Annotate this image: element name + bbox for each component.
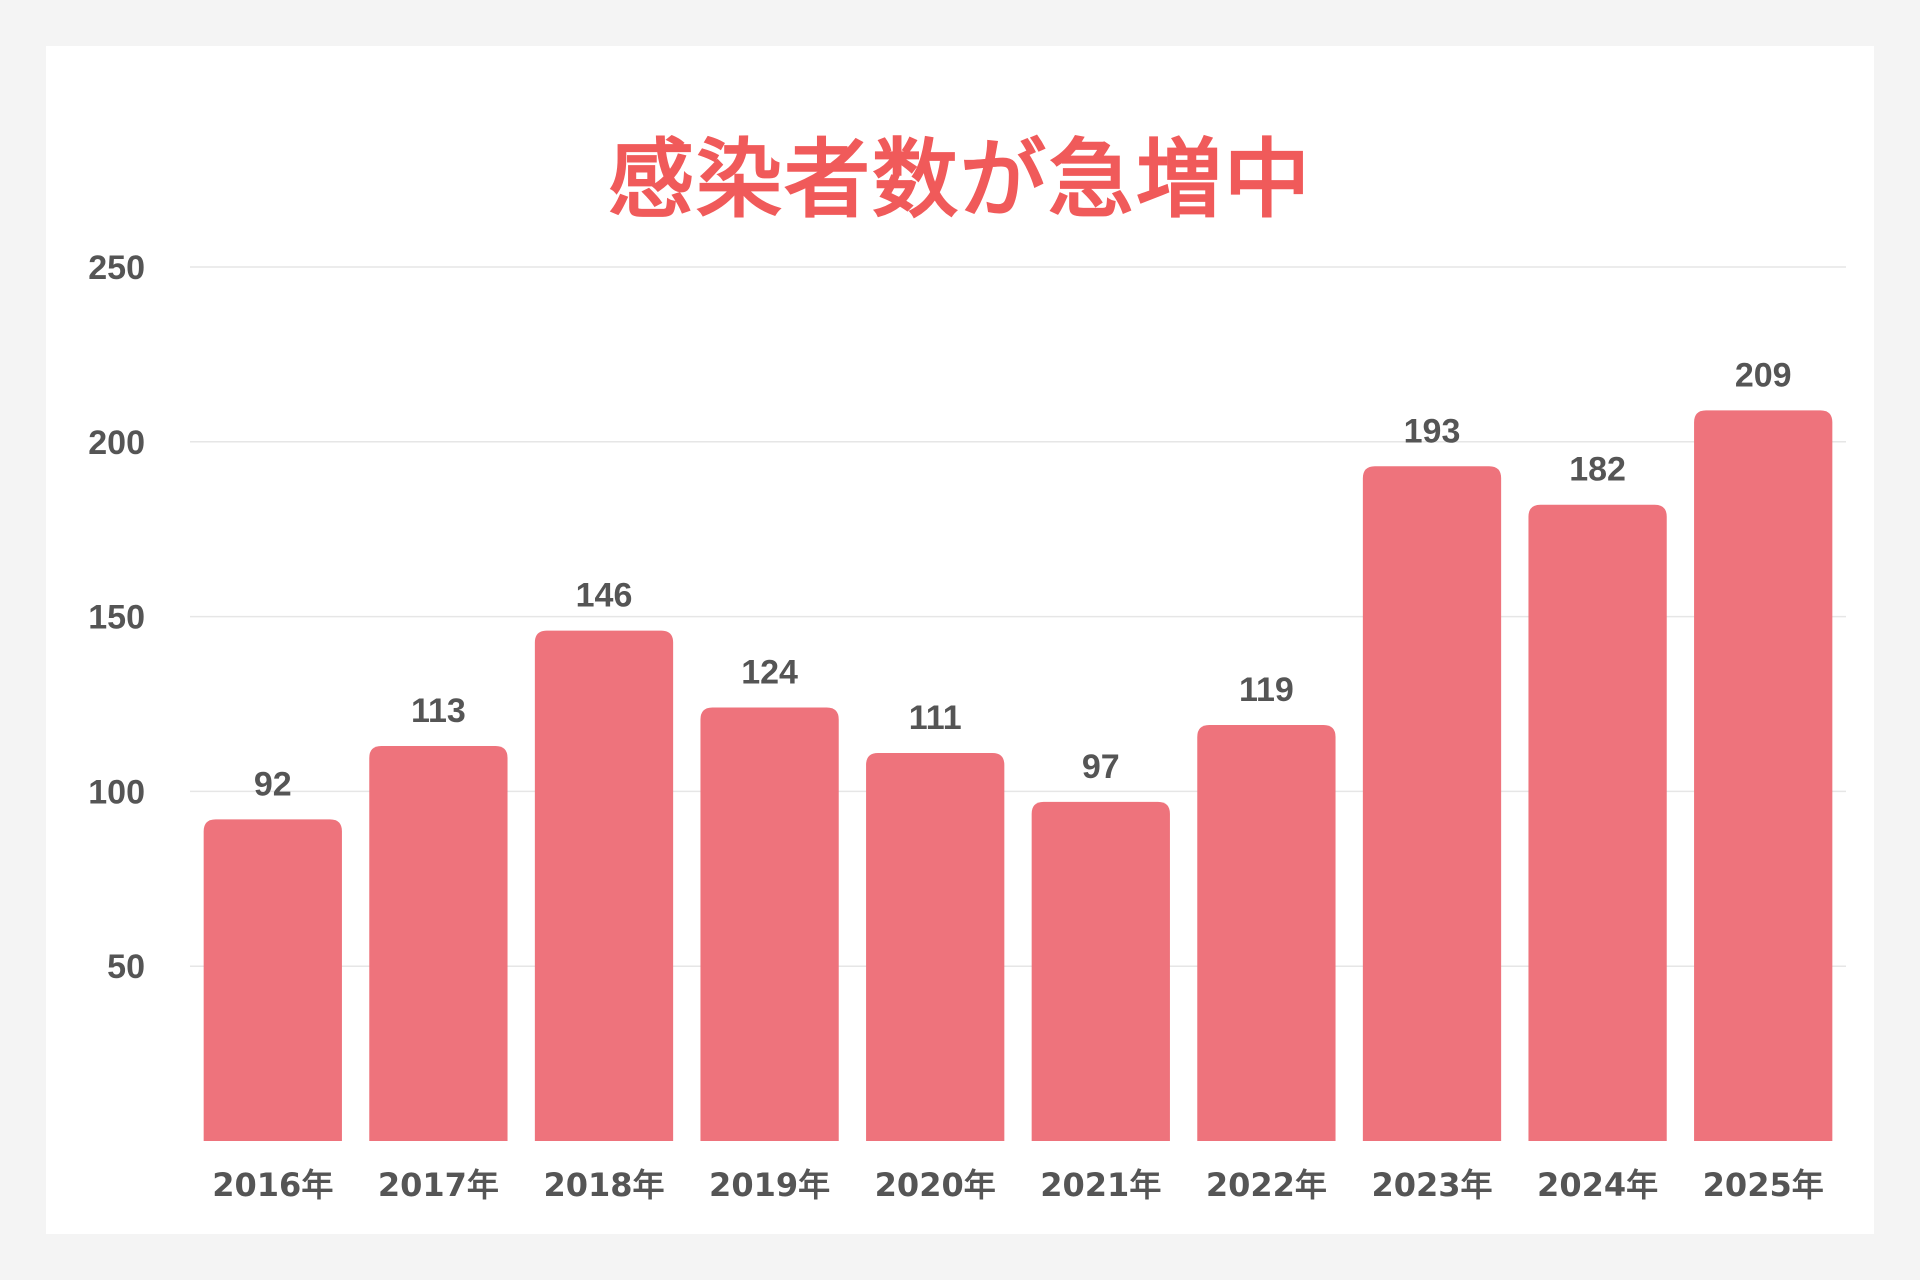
bar <box>700 707 839 1141</box>
x-tick-label: 2022年 <box>1206 1166 1327 1204</box>
bar <box>534 630 674 1141</box>
y-tick-label: 100 <box>88 773 145 811</box>
data-label: 193 <box>1404 412 1461 450</box>
bar <box>1362 466 1502 1142</box>
y-tick-label: 50 <box>107 948 145 986</box>
x-tick-label: 2025年 <box>1703 1166 1824 1204</box>
data-label: 111 <box>909 699 962 737</box>
x-tick-label: 2020年 <box>875 1166 996 1204</box>
data-label: 97 <box>1082 748 1120 786</box>
data-label: 124 <box>741 653 798 691</box>
bar <box>1031 801 1170 1141</box>
bar <box>1197 724 1336 1141</box>
data-label: 146 <box>576 577 633 615</box>
bar <box>203 819 342 1141</box>
data-label: 182 <box>1569 451 1626 489</box>
x-tick-label: 2024年 <box>1537 1166 1658 1204</box>
bars <box>203 410 1833 1142</box>
x-tick-label: 2018年 <box>543 1166 664 1204</box>
x-tick-label: 2023年 <box>1371 1166 1492 1204</box>
x-tick-label: 2021年 <box>1040 1166 1161 1204</box>
data-label: 113 <box>411 692 466 730</box>
chart-title: 感染者数が急増中 <box>608 130 1312 230</box>
y-axis-ticks: 50 100 150 200 250 <box>88 249 145 986</box>
y-tick-label: 250 <box>88 249 145 287</box>
bar <box>1694 410 1833 1141</box>
data-labels: 92 113 146 124 111 97 119 193 182 209 <box>254 356 1792 803</box>
data-label: 119 <box>1239 671 1294 709</box>
x-axis-labels: 2016年 2017年 2018年 2019年 2020年 2021年 2022年 2023年… <box>212 1166 1823 1204</box>
x-tick-label: 2016年 <box>212 1166 333 1204</box>
y-tick-label: 150 <box>88 599 145 637</box>
y-tick-label: 200 <box>88 424 145 462</box>
bar <box>369 745 508 1141</box>
x-tick-label: 2019年 <box>709 1166 830 1204</box>
bar <box>1528 504 1667 1141</box>
x-tick-label: 2017年 <box>378 1166 499 1204</box>
data-label: 209 <box>1735 356 1792 394</box>
bar <box>866 752 1005 1141</box>
data-label: 92 <box>254 765 292 803</box>
